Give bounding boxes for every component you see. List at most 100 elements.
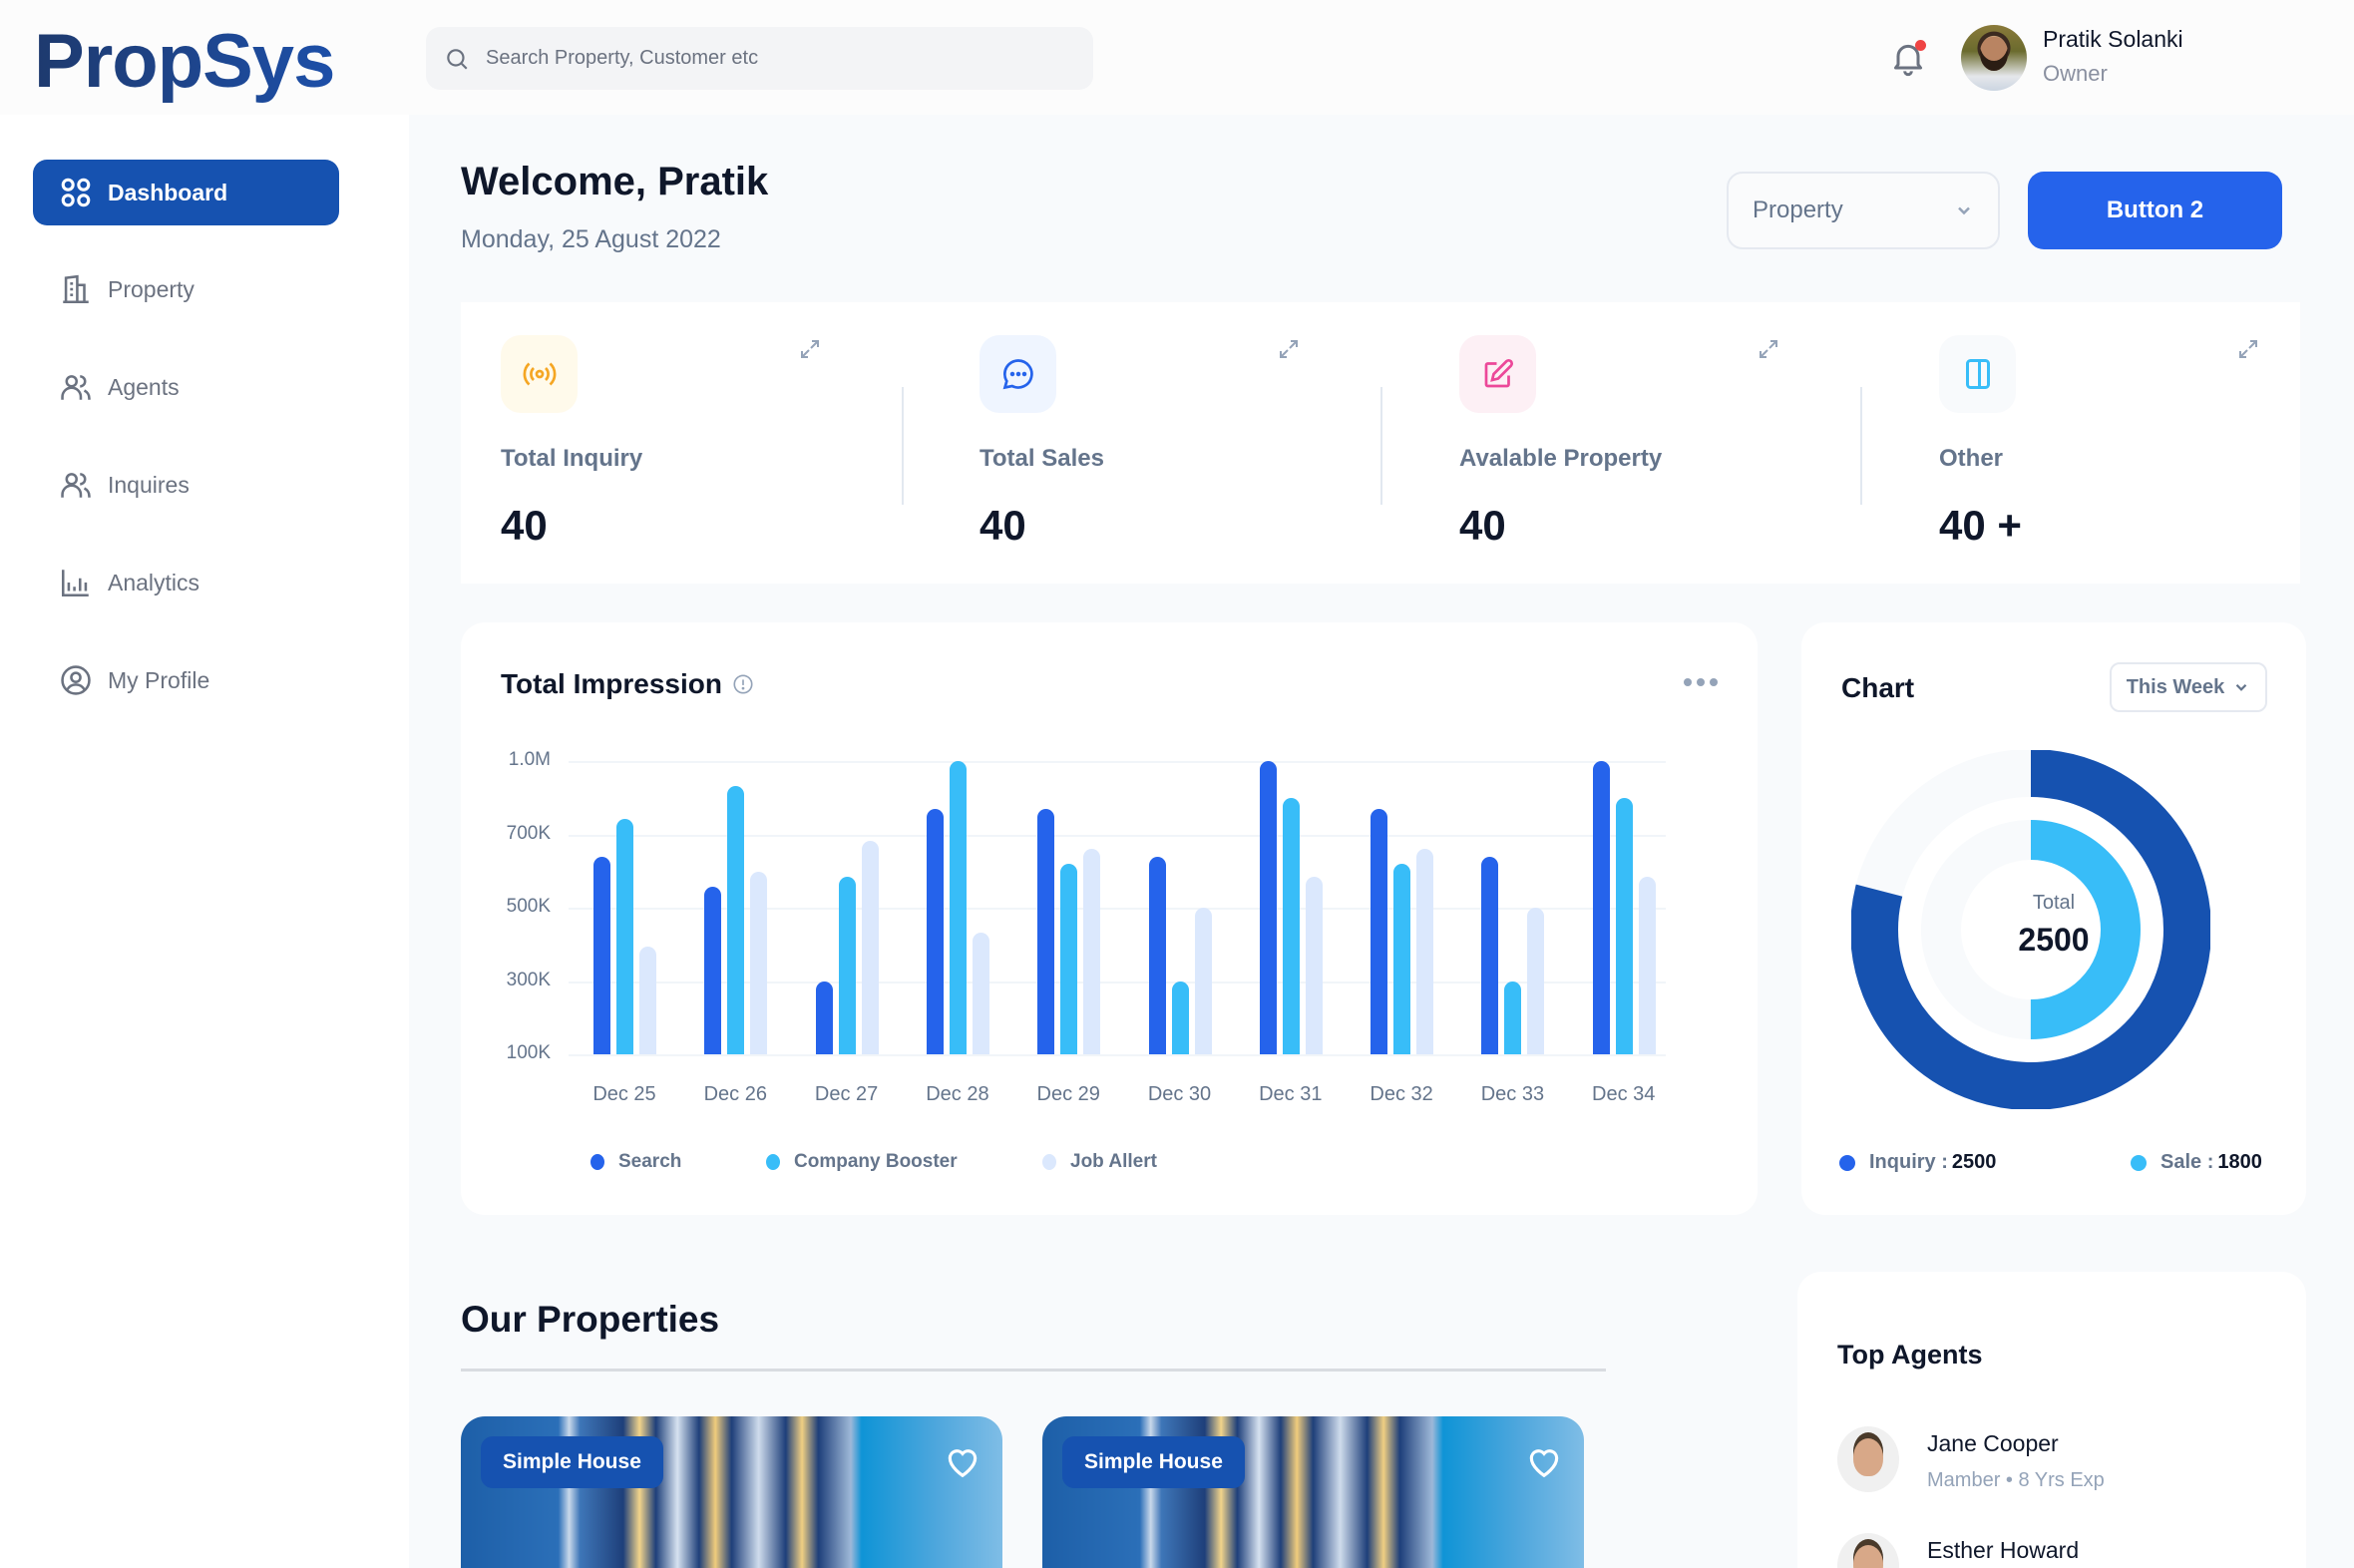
x-axis-label: Dec 32 — [1370, 1083, 1433, 1105]
bar-search[interactable] — [1037, 808, 1055, 1054]
period-dropdown[interactable]: This Week — [2110, 662, 2267, 712]
stat-icon-box — [980, 335, 1056, 413]
legend-item[interactable]: Job Allert — [1042, 1151, 1157, 1173]
more-options-button[interactable] — [1684, 678, 1718, 690]
bar-job-allert[interactable] — [1305, 877, 1323, 1054]
top-header: PropSys Pratik Solanki Owner — [0, 0, 2354, 115]
bar-job-allert[interactable] — [861, 841, 879, 1054]
bar-company-booster[interactable] — [1282, 797, 1300, 1054]
property-card[interactable]: Simple House — [1042, 1416, 1584, 1568]
bar-job-allert[interactable] — [1416, 849, 1434, 1054]
bell-icon — [1894, 44, 1922, 77]
bar-job-allert[interactable] — [1083, 849, 1101, 1054]
bar-company-booster[interactable] — [949, 761, 967, 1054]
x-axis-label: Dec 26 — [703, 1083, 767, 1105]
sidebar-item-agents[interactable]: Agents — [33, 354, 339, 420]
expand-icon[interactable] — [1757, 337, 1780, 361]
legend-dot — [590, 1154, 604, 1170]
stat-total-inquiry[interactable]: Total Inquiry 40 — [461, 302, 940, 584]
info-icon[interactable] — [732, 673, 754, 695]
edit-icon — [1484, 358, 1513, 388]
agent-item[interactable]: Esther Howard — [1837, 1533, 2079, 1568]
stat-label: Avalable Property — [1459, 445, 1663, 472]
user-circle-icon — [61, 665, 91, 695]
x-axis-label: Dec 33 — [1480, 1083, 1545, 1105]
stats-panel: Total Inquiry 40 Total Sales 40 Avalable… — [461, 302, 2300, 584]
bar-job-allert[interactable] — [1194, 908, 1212, 1054]
legend-dot — [1839, 1154, 1855, 1171]
stat-value: 40 + — [1939, 502, 2022, 549]
bar-company-booster[interactable] — [1504, 980, 1522, 1054]
stat-other[interactable]: Other 40 + — [1899, 302, 2354, 584]
button-2[interactable]: Button 2 — [2028, 172, 2282, 249]
agent-avatar — [1837, 1533, 1899, 1568]
search-bar[interactable] — [426, 27, 1093, 90]
donut-chart — [1851, 750, 2210, 1109]
x-axis-label: Dec 29 — [1036, 1083, 1100, 1105]
bar-job-allert[interactable] — [1527, 908, 1545, 1054]
bar-search[interactable] — [1592, 761, 1610, 1054]
bar-search[interactable] — [704, 887, 722, 1054]
legend-dot — [1042, 1154, 1056, 1170]
bar-search[interactable] — [1148, 856, 1166, 1054]
bar-search[interactable] — [1259, 761, 1277, 1054]
bar-company-booster[interactable] — [727, 785, 745, 1054]
notification-button[interactable] — [1888, 38, 1928, 78]
bar-search[interactable] — [1371, 808, 1388, 1054]
bar-chart: 100K 300K 500K 700K 1.0M Dec 25 Dec 26 Dec 27 De… — [461, 622, 1758, 1215]
property-card[interactable]: Simple House — [461, 1416, 1002, 1568]
bar-company-booster[interactable] — [1060, 863, 1078, 1054]
legend-item[interactable]: Search — [590, 1151, 681, 1173]
sidebar-panel-icon — [1965, 359, 1990, 389]
expand-icon[interactable] — [798, 337, 822, 361]
bar-search[interactable] — [1481, 856, 1499, 1054]
user-avatar[interactable] — [1961, 25, 2027, 91]
bar-search[interactable] — [815, 980, 833, 1054]
stat-available-property[interactable]: Avalable Property 40 — [1419, 302, 1898, 584]
bar-job-allert[interactable] — [972, 932, 989, 1054]
stat-icon-box — [1939, 335, 2016, 413]
search-input[interactable] — [486, 47, 1044, 70]
bar-company-booster[interactable] — [838, 877, 856, 1054]
bar-company-booster[interactable] — [1171, 980, 1189, 1054]
gridline — [569, 834, 1666, 837]
dropdown-value: This Week — [2126, 675, 2225, 698]
user-role: Owner — [2043, 61, 2108, 86]
sidebar-item-dashboard[interactable]: Dashboard — [33, 160, 339, 225]
sidebar-item-property[interactable]: Property — [33, 256, 339, 322]
bar-job-allert[interactable] — [750, 871, 768, 1054]
divider — [902, 387, 904, 505]
legend-item[interactable]: Company Booster — [766, 1151, 958, 1173]
sidebar-item-label: My Profile — [108, 666, 210, 693]
chevron-down-icon — [1958, 206, 1970, 215]
bar-company-booster[interactable] — [1393, 863, 1411, 1054]
expand-icon[interactable] — [2236, 337, 2260, 361]
heart-icon[interactable] — [1524, 1442, 1564, 1480]
stat-total-sales[interactable]: Total Sales 40 — [940, 302, 1418, 584]
legend-dot — [766, 1154, 780, 1170]
bar-search[interactable] — [593, 856, 610, 1054]
sidebar-item-inquires[interactable]: Inquires — [33, 452, 339, 518]
bar-company-booster[interactable] — [1615, 797, 1633, 1054]
notification-badge — [1915, 40, 1926, 51]
sidebar-item-label: Agents — [108, 373, 180, 400]
sidebar-item-label: Dashboard — [108, 179, 228, 205]
legend-item-sale: Sale : 1800 — [2131, 1151, 2262, 1174]
stat-value: 40 — [1459, 502, 1506, 549]
legend-label: Job Allert — [1070, 1151, 1157, 1172]
sidebar-item-my-profile[interactable]: My Profile — [33, 647, 339, 713]
bar-company-booster[interactable] — [616, 818, 633, 1054]
page-title: Welcome, Pratik — [461, 160, 769, 203]
sidebar-item-analytics[interactable]: Analytics — [33, 550, 339, 615]
grid-icon — [61, 178, 91, 207]
agent-item[interactable]: Jane Cooper Mamber • 8 Yrs Exp — [1837, 1426, 2105, 1492]
bar-search[interactable] — [926, 808, 944, 1054]
expand-icon[interactable] — [1277, 337, 1301, 361]
bar-job-allert[interactable] — [639, 947, 656, 1054]
heart-icon[interactable] — [943, 1442, 982, 1480]
bar-job-allert[interactable] — [1638, 877, 1656, 1054]
card-title: Chart — [1841, 672, 1915, 703]
app-logo[interactable]: PropSys — [34, 19, 335, 104]
legend-value: 1800 — [2217, 1151, 2262, 1173]
property-dropdown[interactable]: Property — [1727, 172, 2000, 249]
